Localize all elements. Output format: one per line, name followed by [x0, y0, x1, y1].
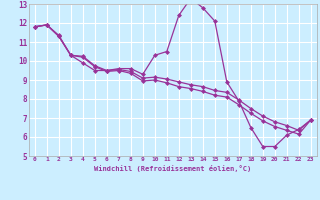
X-axis label: Windchill (Refroidissement éolien,°C): Windchill (Refroidissement éolien,°C): [94, 165, 252, 172]
